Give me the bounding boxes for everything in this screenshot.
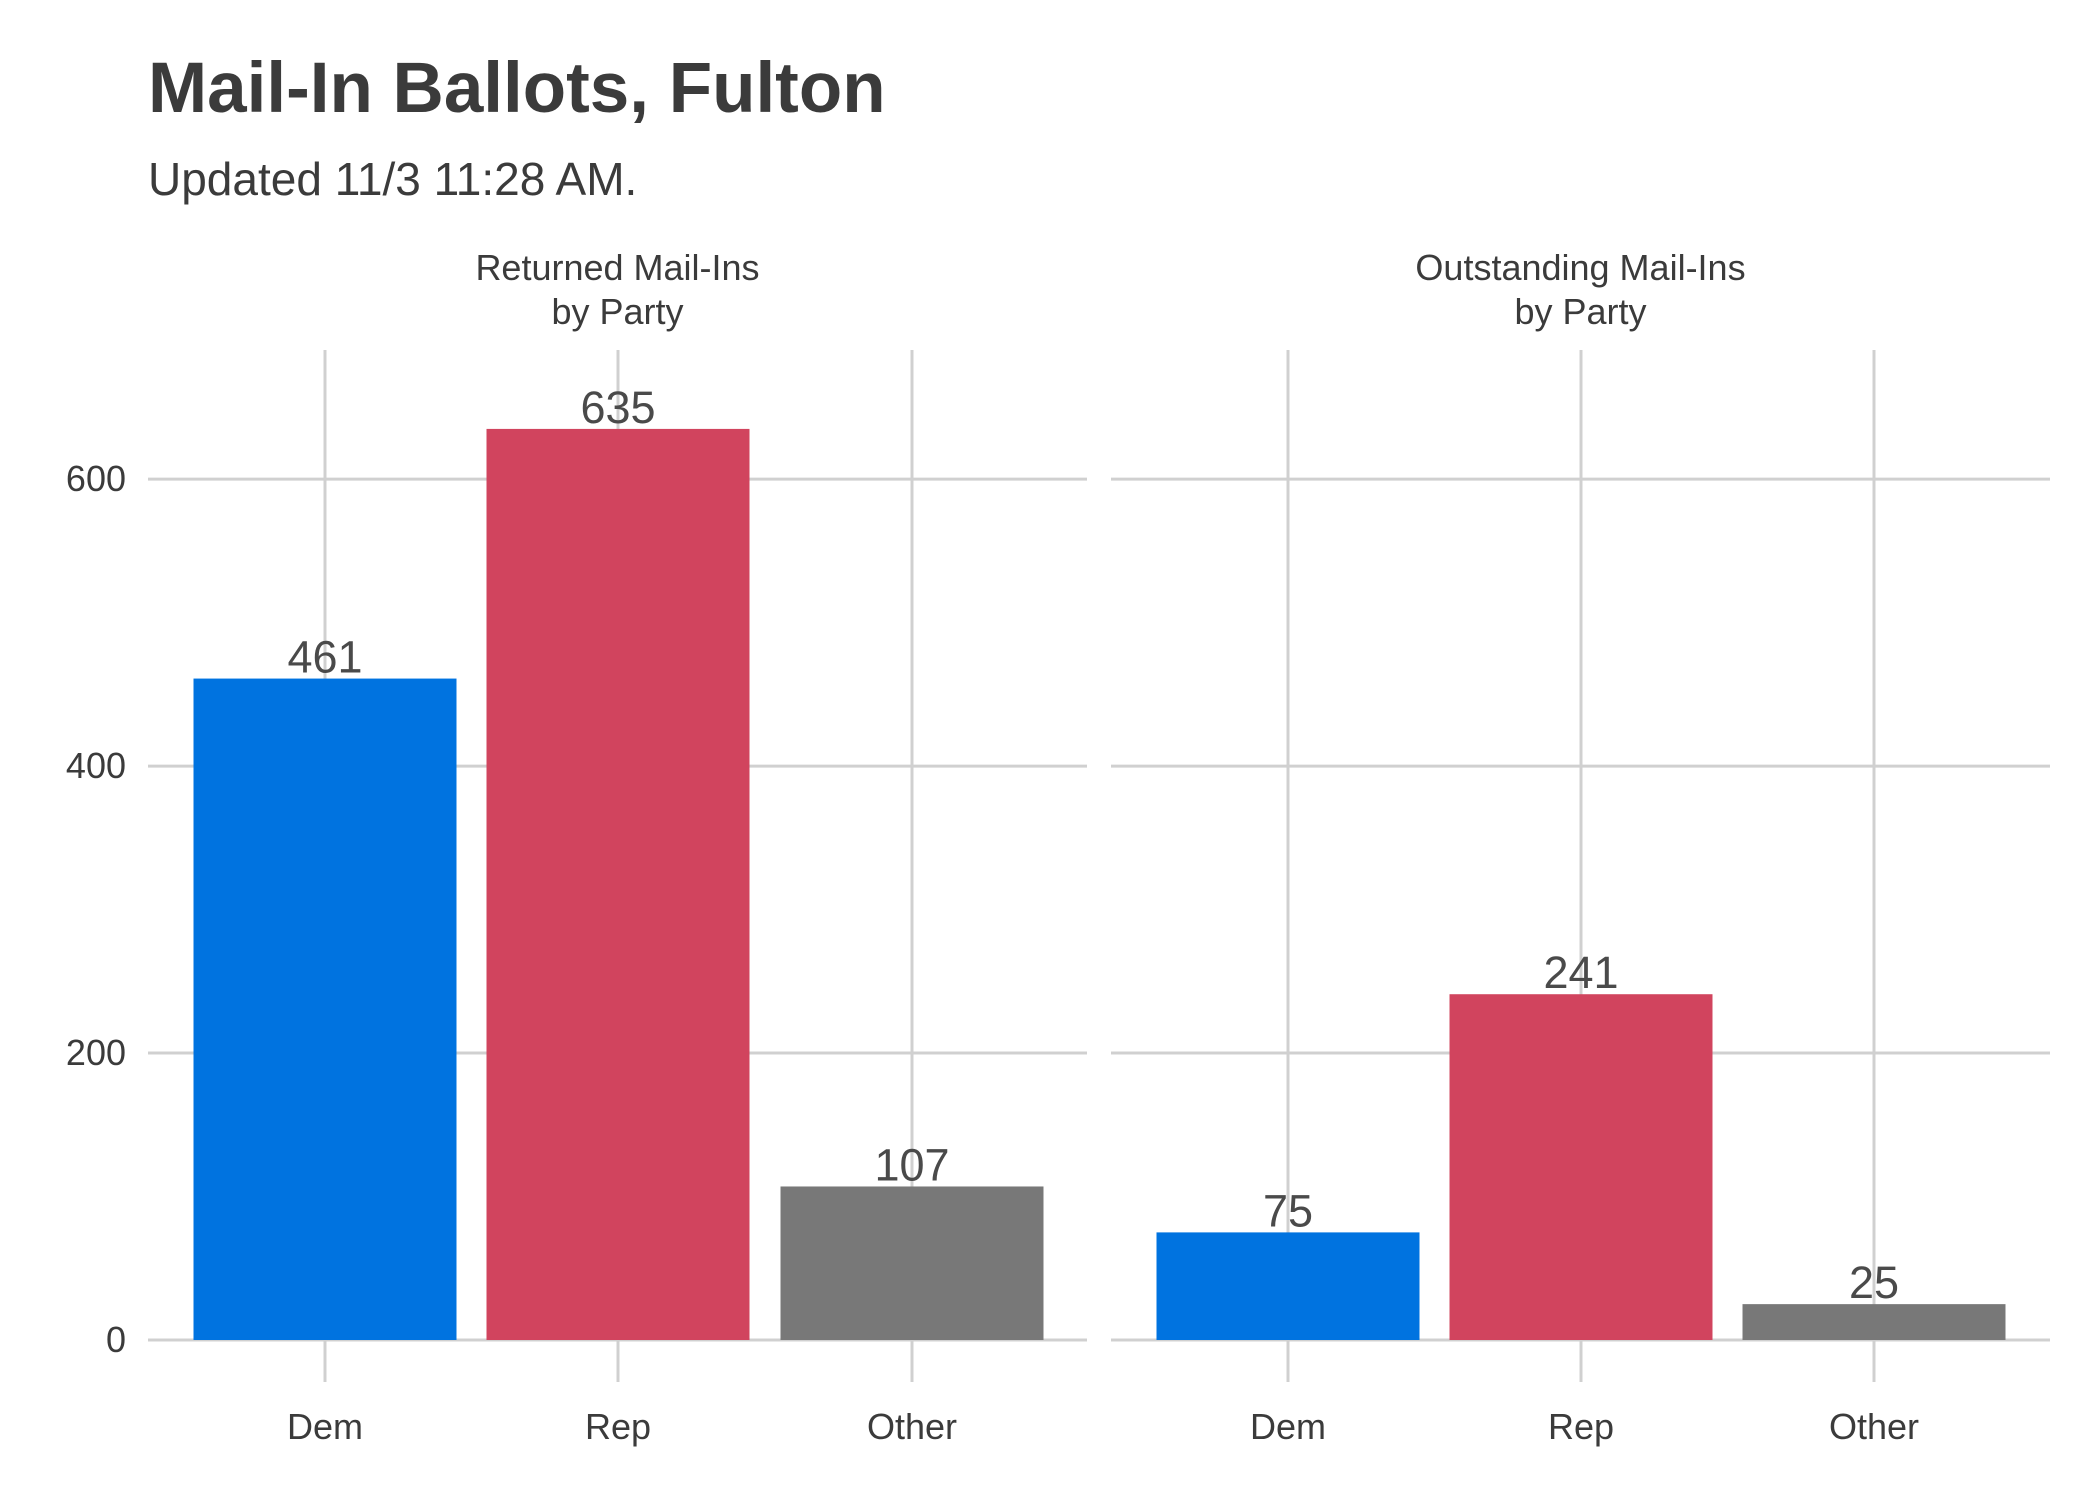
bar-other <box>1742 1304 2006 1340</box>
x-tick-label: Rep <box>585 1406 651 1447</box>
chart-title: Mail-In Ballots, Fulton <box>148 49 886 128</box>
y-tick-label: 600 <box>66 458 126 499</box>
x-tick-label: Dem <box>1250 1406 1326 1447</box>
y-tick-label: 400 <box>66 745 126 786</box>
data-label: 25 <box>1849 1257 1899 1308</box>
data-label: 635 <box>580 382 655 433</box>
x-tick-label: Other <box>867 1406 957 1447</box>
bar-dem <box>193 678 457 1340</box>
data-label: 461 <box>287 632 362 683</box>
y-tick-label: 200 <box>66 1032 126 1073</box>
bar-other <box>780 1186 1044 1340</box>
facet-panel-1: Returned Mail-Ins by Party 461 Dem 635 Rep 107… <box>148 247 1087 1447</box>
chart-subtitle: Updated 11/3 11:28 AM. <box>148 153 638 205</box>
bar-rep <box>1449 994 1713 1340</box>
bar-dem <box>1156 1232 1420 1340</box>
x-tick-label: Dem <box>287 1406 363 1447</box>
facet-panel-2: Outstanding Mail-Ins by Party 75 Dem 241 Rep 2… <box>1111 247 2050 1447</box>
y-tick-label: 0 <box>106 1319 126 1360</box>
facet-title: Outstanding Mail-Ins by Party <box>1415 247 1745 332</box>
data-label: 75 <box>1263 1185 1313 1236</box>
bar-rep <box>486 428 750 1340</box>
data-label: 107 <box>874 1139 949 1190</box>
data-label: 241 <box>1543 947 1618 998</box>
x-tick-label: Rep <box>1548 1406 1614 1447</box>
x-tick-label: Other <box>1829 1406 1919 1447</box>
y-axis: 0 200 400 600 <box>66 458 126 1360</box>
facet-title: Returned Mail-Ins by Party <box>475 247 759 332</box>
